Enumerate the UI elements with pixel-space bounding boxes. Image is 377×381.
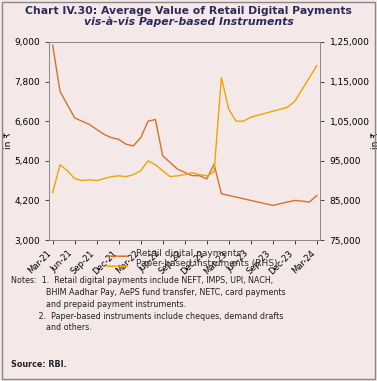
Paper-based instruments (RHS) xyxy=(182,172,187,177)
Paper-based instruments (RHS) xyxy=(241,119,246,123)
Paper-based instruments (RHS) xyxy=(146,158,150,163)
Paper-based instruments (RHS) xyxy=(197,172,202,177)
Paper-based instruments (RHS) xyxy=(116,174,121,178)
Retail digital payments xyxy=(80,119,84,123)
Paper-based instruments (RHS) xyxy=(87,178,92,182)
Retail digital payments xyxy=(256,200,261,204)
Retail digital payments xyxy=(285,200,290,204)
Retail digital payments xyxy=(116,137,121,142)
Line: Retail digital payments: Retail digital payments xyxy=(53,45,317,205)
Retail digital payments xyxy=(241,197,246,201)
Paper-based instruments (RHS) xyxy=(307,75,312,80)
Retail digital payments xyxy=(271,203,275,208)
Retail digital payments xyxy=(293,198,297,203)
Paper-based instruments (RHS) xyxy=(124,174,128,179)
Retail digital payments xyxy=(102,132,106,137)
Paper-based instruments (RHS) xyxy=(131,172,136,177)
Text: vis-à-vis Paper-based Instruments: vis-à-vis Paper-based Instruments xyxy=(84,16,293,27)
Retail digital payments xyxy=(307,200,312,204)
Retail digital payments xyxy=(65,102,70,107)
Retail digital payments xyxy=(153,117,158,122)
Paper-based instruments (RHS) xyxy=(300,87,304,92)
Paper-based instruments (RHS) xyxy=(175,174,180,178)
Paper-based instruments (RHS) xyxy=(285,105,290,110)
Paper-based instruments (RHS) xyxy=(234,119,238,123)
Text: Notes:  1.  Retail digital payments include NEFT, IMPS, UPI, NACH,
             : Notes: 1. Retail digital payments includ… xyxy=(11,276,286,333)
Paper-based instruments (RHS) xyxy=(153,162,158,167)
Paper-based instruments (RHS) xyxy=(248,115,253,120)
Paper-based instruments (RHS) xyxy=(190,170,194,175)
Paper-based instruments (RHS) xyxy=(168,174,172,179)
Retail digital payments xyxy=(204,177,209,181)
Text: Retail digital payments: Retail digital payments xyxy=(136,249,241,258)
Retail digital payments xyxy=(197,173,202,178)
Paper-based instruments (RHS) xyxy=(293,99,297,104)
Paper-based instruments (RHS) xyxy=(271,109,275,114)
Retail digital payments xyxy=(219,192,224,196)
Retail digital payments xyxy=(190,173,194,178)
Paper-based instruments (RHS) xyxy=(138,168,143,173)
Retail digital payments xyxy=(72,115,77,120)
Retail digital payments xyxy=(175,167,180,171)
Retail digital payments xyxy=(131,144,136,148)
Text: Source: RBI.: Source: RBI. xyxy=(11,360,67,369)
Paper-based instruments (RHS) xyxy=(94,178,99,183)
Paper-based instruments (RHS) xyxy=(58,162,62,167)
Retail digital payments xyxy=(227,193,231,198)
Retail digital payments xyxy=(51,43,55,48)
Text: ——: —— xyxy=(106,250,129,263)
Retail digital payments xyxy=(248,198,253,203)
Paper-based instruments (RHS) xyxy=(102,176,106,181)
Text: Chart IV.30: Average Value of Retail Digital Payments: Chart IV.30: Average Value of Retail Dig… xyxy=(25,6,352,16)
Paper-based instruments (RHS) xyxy=(256,113,261,117)
Retail digital payments xyxy=(263,202,268,206)
Retail digital payments xyxy=(124,142,128,147)
Text: Paper-based instruments (RHS): Paper-based instruments (RHS) xyxy=(136,259,277,269)
Retail digital payments xyxy=(314,193,319,198)
Paper-based instruments (RHS) xyxy=(314,63,319,68)
Retail digital payments xyxy=(300,199,304,203)
Retail digital payments xyxy=(146,119,150,123)
Paper-based instruments (RHS) xyxy=(51,190,55,195)
Paper-based instruments (RHS) xyxy=(219,75,224,80)
Paper-based instruments (RHS) xyxy=(278,107,282,112)
Paper-based instruments (RHS) xyxy=(65,168,70,173)
Line: Paper-based instruments (RHS): Paper-based instruments (RHS) xyxy=(53,66,317,192)
Paper-based instruments (RHS) xyxy=(204,174,209,178)
Retail digital payments xyxy=(87,122,92,127)
Retail digital payments xyxy=(94,127,99,132)
Retail digital payments xyxy=(161,154,165,158)
Retail digital payments xyxy=(234,195,238,199)
Y-axis label: in ₹: in ₹ xyxy=(4,133,13,149)
Paper-based instruments (RHS) xyxy=(227,107,231,112)
Retail digital payments xyxy=(138,135,143,140)
Paper-based instruments (RHS) xyxy=(263,111,268,115)
Retail digital payments xyxy=(168,160,172,165)
Paper-based instruments (RHS) xyxy=(109,174,113,179)
Retail digital payments xyxy=(212,162,216,166)
Text: ——: —— xyxy=(106,260,129,273)
Retail digital payments xyxy=(58,89,62,94)
Retail digital payments xyxy=(109,135,113,140)
Paper-based instruments (RHS) xyxy=(72,176,77,181)
Paper-based instruments (RHS) xyxy=(212,170,216,174)
Paper-based instruments (RHS) xyxy=(80,178,84,183)
Retail digital payments xyxy=(278,202,282,206)
Y-axis label: in ₹: in ₹ xyxy=(371,133,377,149)
Paper-based instruments (RHS) xyxy=(161,168,165,173)
Retail digital payments xyxy=(182,170,187,174)
